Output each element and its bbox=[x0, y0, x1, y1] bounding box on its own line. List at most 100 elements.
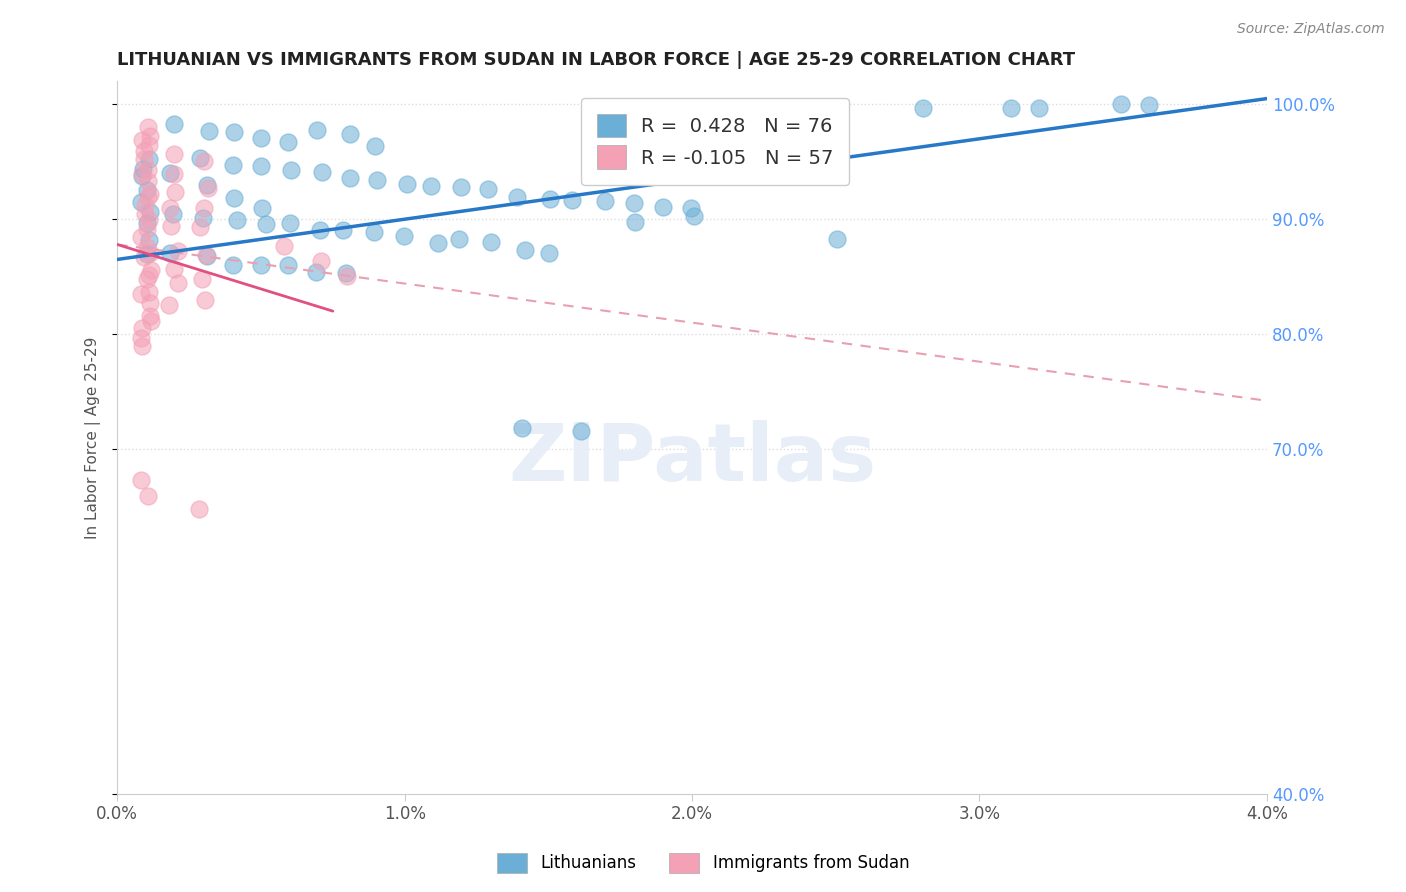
Point bbox=[157, 298, 180, 312]
Point bbox=[224, 191, 246, 205]
Point bbox=[537, 245, 560, 260]
Text: Source: ZipAtlas.com: Source: ZipAtlas.com bbox=[1237, 22, 1385, 37]
Point bbox=[561, 193, 583, 207]
Point bbox=[363, 226, 385, 240]
Point bbox=[188, 220, 211, 235]
Point bbox=[515, 243, 537, 257]
Point bbox=[131, 321, 153, 335]
Point bbox=[280, 163, 302, 178]
Text: LITHUANIAN VS IMMIGRANTS FROM SUDAN IN LABOR FORCE | AGE 25-29 CORRELATION CHART: LITHUANIAN VS IMMIGRANTS FROM SUDAN IN L… bbox=[117, 51, 1076, 69]
Point bbox=[252, 201, 274, 215]
Point bbox=[129, 229, 152, 244]
Point bbox=[162, 147, 184, 161]
Point bbox=[250, 258, 273, 272]
Point bbox=[420, 178, 443, 193]
Point bbox=[911, 101, 934, 115]
Point bbox=[135, 272, 157, 286]
Point bbox=[277, 135, 299, 149]
Point bbox=[132, 152, 155, 166]
Point bbox=[131, 195, 153, 210]
Point bbox=[134, 207, 156, 221]
Point bbox=[335, 266, 357, 280]
Point bbox=[135, 222, 157, 236]
Point bbox=[136, 174, 159, 188]
Point bbox=[392, 229, 415, 244]
Point bbox=[132, 144, 155, 158]
Point bbox=[336, 269, 359, 284]
Point bbox=[309, 222, 332, 236]
Point bbox=[766, 147, 789, 161]
Point bbox=[479, 235, 502, 249]
Point bbox=[136, 189, 159, 203]
Legend: Lithuanians, Immigrants from Sudan: Lithuanians, Immigrants from Sudan bbox=[491, 847, 915, 880]
Point bbox=[623, 196, 645, 211]
Point bbox=[364, 138, 387, 153]
Point bbox=[163, 167, 186, 181]
Point bbox=[138, 268, 160, 282]
Point bbox=[396, 178, 419, 192]
Point bbox=[506, 189, 529, 203]
Point bbox=[134, 198, 156, 212]
Point bbox=[159, 246, 181, 260]
Point bbox=[449, 232, 471, 246]
Point bbox=[165, 186, 187, 200]
Point bbox=[821, 144, 844, 158]
Point bbox=[195, 249, 218, 263]
Point bbox=[136, 489, 159, 503]
Text: ZIPatlas: ZIPatlas bbox=[508, 420, 876, 498]
Point bbox=[139, 204, 162, 219]
Point bbox=[129, 287, 152, 301]
Point bbox=[339, 127, 361, 141]
Point bbox=[193, 153, 215, 168]
Point bbox=[221, 158, 243, 172]
Point bbox=[163, 117, 186, 131]
Point bbox=[305, 265, 328, 279]
Point bbox=[224, 125, 246, 139]
Point bbox=[167, 276, 190, 290]
Point bbox=[139, 313, 162, 327]
Point bbox=[197, 181, 219, 195]
Point bbox=[1000, 101, 1022, 115]
Point bbox=[159, 201, 181, 215]
Point bbox=[683, 209, 706, 223]
Point bbox=[159, 166, 181, 180]
Point bbox=[194, 293, 217, 307]
Point bbox=[191, 211, 214, 226]
Point bbox=[1109, 97, 1132, 112]
Point bbox=[138, 245, 160, 260]
Point bbox=[477, 182, 499, 196]
Legend: R =  0.428   N = 76, R = -0.105   N = 57: R = 0.428 N = 76, R = -0.105 N = 57 bbox=[581, 98, 849, 185]
Point bbox=[332, 223, 354, 237]
Point bbox=[309, 253, 332, 268]
Point bbox=[305, 123, 328, 137]
Point bbox=[136, 216, 159, 230]
Point bbox=[538, 192, 561, 206]
Point bbox=[188, 502, 211, 516]
Point bbox=[593, 194, 616, 208]
Point bbox=[138, 233, 160, 247]
Point bbox=[250, 159, 273, 173]
Point bbox=[249, 131, 271, 145]
Point bbox=[139, 186, 162, 201]
Point bbox=[134, 250, 156, 264]
Point bbox=[138, 212, 160, 227]
Point bbox=[366, 172, 388, 186]
Point bbox=[162, 207, 184, 221]
Point bbox=[131, 169, 153, 183]
Point bbox=[191, 272, 214, 286]
Point bbox=[1137, 98, 1160, 112]
Point bbox=[222, 258, 245, 272]
Point bbox=[278, 216, 301, 230]
Point bbox=[273, 239, 295, 253]
Point bbox=[138, 152, 160, 166]
Point bbox=[135, 183, 157, 197]
Point bbox=[510, 421, 533, 435]
Point bbox=[131, 133, 153, 147]
Point bbox=[571, 424, 593, 438]
Point bbox=[129, 473, 152, 487]
Point bbox=[136, 240, 159, 254]
Point bbox=[450, 180, 472, 194]
Point bbox=[197, 178, 219, 192]
Point bbox=[131, 339, 153, 353]
Point bbox=[163, 261, 186, 276]
